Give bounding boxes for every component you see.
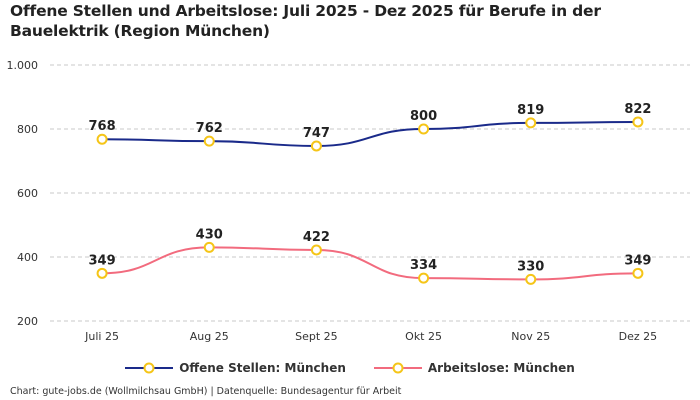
data-label: 422	[303, 230, 330, 245]
legend-line-icon	[373, 362, 422, 374]
legend-label: Offene Stellen: München	[179, 361, 346, 375]
y-tick-label: 600	[17, 187, 38, 200]
y-tick-label: 200	[17, 315, 38, 328]
source-note: Chart: gute-jobs.de (Wollmilchsau GmbH) …	[10, 386, 402, 397]
x-tick-label: Okt 25	[405, 330, 442, 343]
series-line	[102, 246, 638, 281]
data-label: 349	[624, 253, 651, 268]
data-point	[96, 133, 108, 145]
x-tick-label: Sept 25	[295, 330, 338, 343]
data-point	[203, 241, 215, 253]
data-label: 330	[517, 259, 544, 274]
data-point	[632, 116, 644, 128]
data-label: 768	[89, 119, 116, 134]
data-point	[525, 117, 537, 129]
data-point	[310, 140, 322, 152]
data-point	[203, 135, 215, 147]
y-tick-label: 400	[17, 251, 38, 264]
y-tick-label: 1.000	[7, 59, 39, 72]
y-tick-label: 800	[17, 123, 38, 136]
chart-title: Offene Stellen und Arbeitslose: Juli 202…	[10, 2, 601, 40]
data-label: 747	[303, 126, 330, 141]
legend-item[interactable]: Arbeitslose: München	[373, 361, 575, 375]
legend-line-icon	[125, 362, 174, 374]
x-tick-label: Juli 25	[84, 330, 119, 343]
legend: Offene Stellen: München Arbeitslose: Münc…	[0, 361, 700, 375]
data-point	[418, 123, 430, 135]
data-label: 800	[410, 109, 437, 124]
data-label: 334	[410, 258, 437, 273]
x-tick-label: Dez 25	[619, 330, 658, 343]
data-point	[632, 267, 644, 279]
x-tick-label: Nov 25	[511, 330, 550, 343]
legend-item[interactable]: Offene Stellen: München	[125, 361, 346, 375]
x-tick-label: Aug 25	[190, 330, 229, 343]
data-point	[310, 244, 322, 256]
data-label: 349	[89, 253, 116, 268]
series-line	[102, 120, 638, 147]
data-point	[96, 267, 108, 279]
data-point	[525, 273, 537, 285]
data-label: 819	[517, 103, 544, 118]
data-label: 430	[196, 227, 223, 242]
data-point	[418, 272, 430, 284]
legend-label: Arbeitslose: München	[427, 361, 575, 375]
data-label: 822	[624, 102, 651, 117]
data-label: 762	[196, 121, 223, 136]
